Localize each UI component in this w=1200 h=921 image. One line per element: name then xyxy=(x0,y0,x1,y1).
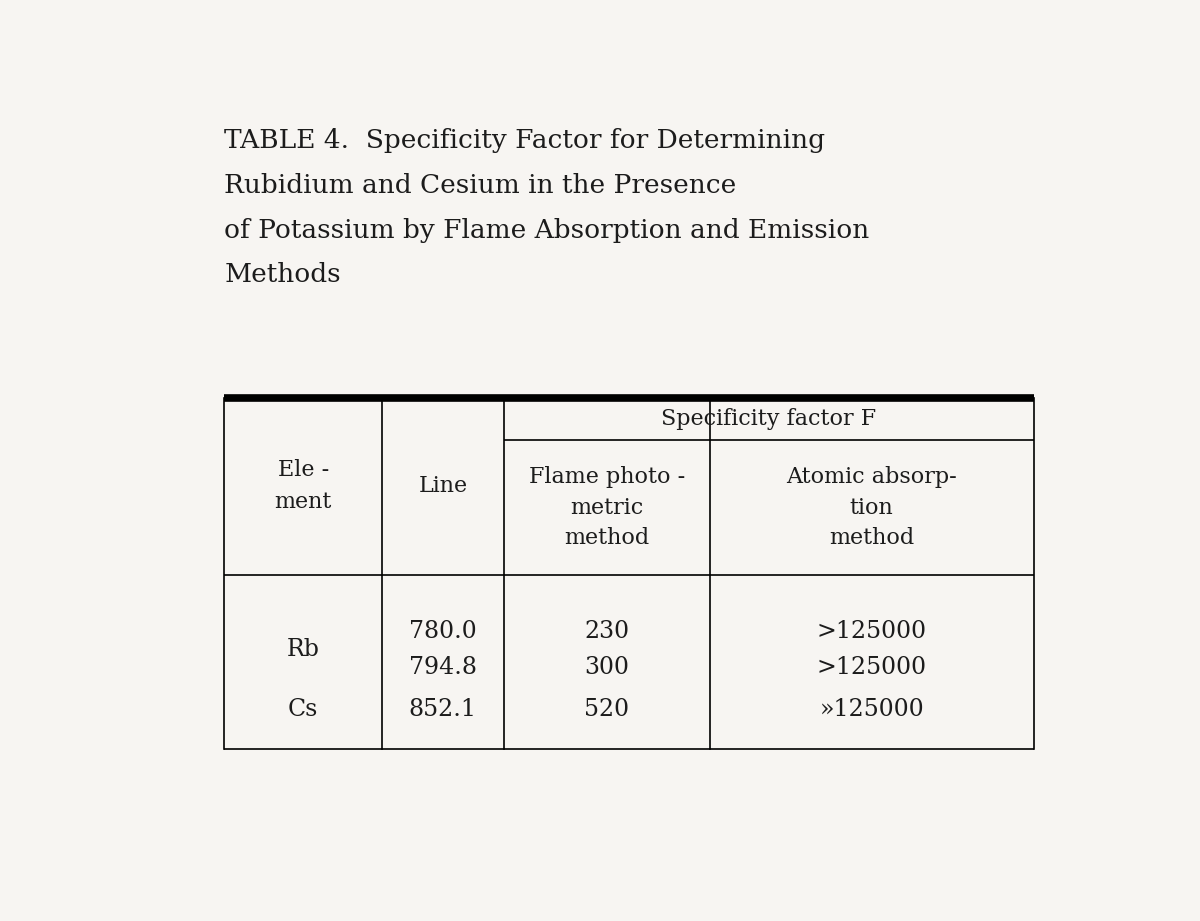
Text: Cs: Cs xyxy=(288,698,318,721)
Text: >125000: >125000 xyxy=(817,656,926,679)
Text: 520: 520 xyxy=(584,698,629,721)
Text: Rubidium and Cesium in the Presence: Rubidium and Cesium in the Presence xyxy=(224,173,737,198)
Text: 300: 300 xyxy=(584,656,629,679)
Text: >125000: >125000 xyxy=(817,620,926,643)
Text: 230: 230 xyxy=(584,620,629,643)
Text: Specificity factor F: Specificity factor F xyxy=(661,408,876,430)
Text: »125000: »125000 xyxy=(820,698,924,721)
Text: Rb: Rb xyxy=(287,638,319,661)
Text: 852.1: 852.1 xyxy=(409,698,476,721)
Text: Ele -
ment: Ele - ment xyxy=(275,460,332,514)
Text: 780.0: 780.0 xyxy=(409,620,476,643)
Text: TABLE 4.  Specificity Factor for Determining: TABLE 4. Specificity Factor for Determin… xyxy=(224,128,826,153)
Text: Flame photo -
metric
method: Flame photo - metric method xyxy=(528,466,685,549)
Text: Atomic absorp-
tion
method: Atomic absorp- tion method xyxy=(786,466,958,549)
Text: 794.8: 794.8 xyxy=(409,656,476,679)
Text: Line: Line xyxy=(419,475,468,497)
Text: of Potassium by Flame Absorption and Emission: of Potassium by Flame Absorption and Emi… xyxy=(224,217,870,242)
Text: Methods: Methods xyxy=(224,262,341,287)
